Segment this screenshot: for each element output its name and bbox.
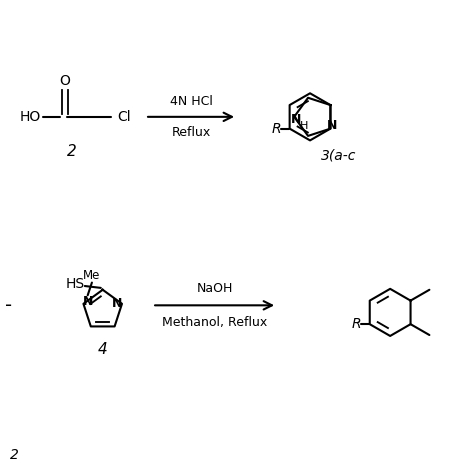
Text: N: N xyxy=(112,297,122,310)
Text: N: N xyxy=(82,295,93,309)
Text: NaOH: NaOH xyxy=(196,282,233,295)
Text: 2: 2 xyxy=(10,448,19,462)
Text: HS: HS xyxy=(66,277,85,291)
Text: Reflux: Reflux xyxy=(172,126,210,139)
Text: N: N xyxy=(291,113,301,126)
Text: HO: HO xyxy=(20,110,41,124)
Text: N: N xyxy=(327,119,337,132)
Text: R: R xyxy=(352,317,361,331)
Text: 4N HCl: 4N HCl xyxy=(170,95,212,108)
Text: 4: 4 xyxy=(98,342,108,356)
Text: H: H xyxy=(301,121,309,131)
Text: 3(a-c: 3(a-c xyxy=(320,149,356,163)
Text: Me: Me xyxy=(83,270,100,283)
Text: -: - xyxy=(5,296,12,315)
Text: Methanol, Reflux: Methanol, Reflux xyxy=(162,316,267,329)
Text: O: O xyxy=(60,74,71,89)
Text: 2: 2 xyxy=(67,144,77,159)
Text: Cl: Cl xyxy=(117,110,131,124)
Text: R: R xyxy=(272,122,281,136)
